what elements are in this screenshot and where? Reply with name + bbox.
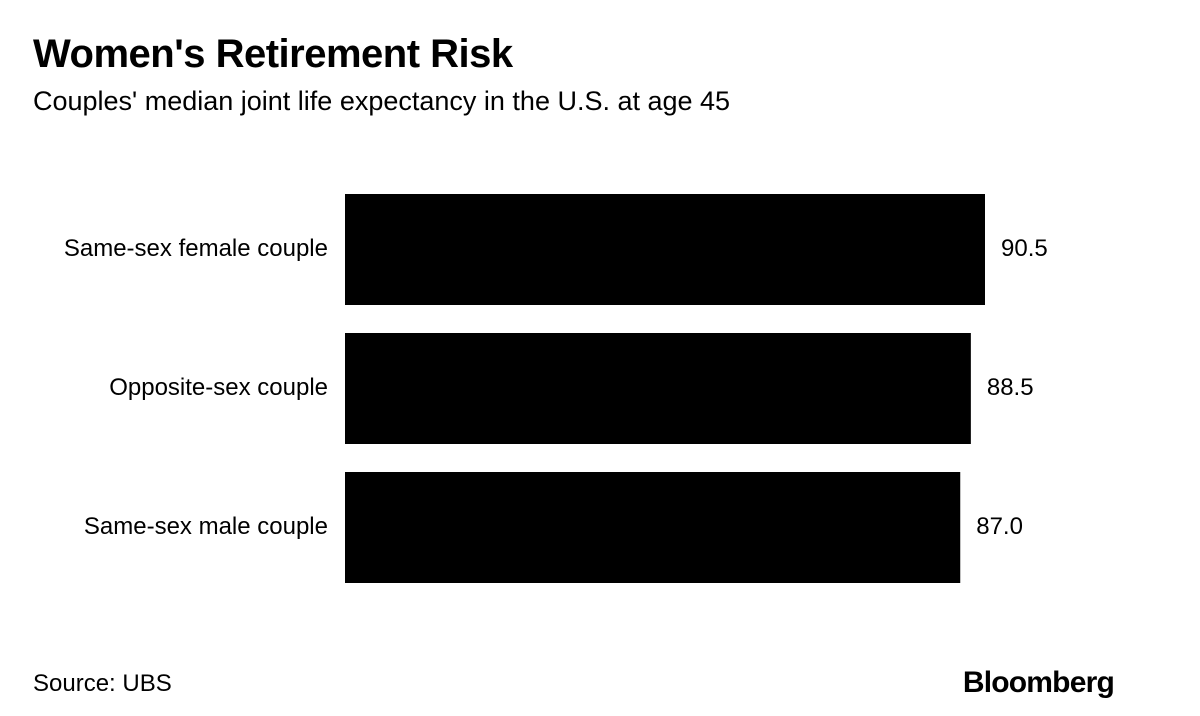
chart-subtitle: Couples' median joint life expectancy in… [33, 86, 731, 116]
category-label: Opposite-sex couple [109, 374, 328, 401]
bar [345, 472, 961, 583]
chart-title: Women's Retirement Risk [33, 32, 513, 76]
bar [345, 333, 971, 444]
value-label: 90.5 [1001, 235, 1048, 262]
bar [345, 194, 985, 305]
category-label: Same-sex female couple [64, 235, 328, 262]
bloomberg-logo: Bloomberg [962, 666, 1115, 699]
source-note: Source: UBS [33, 670, 172, 697]
category-label: Same-sex male couple [84, 513, 328, 540]
value-label: 88.5 [987, 374, 1034, 401]
value-label: 87.0 [976, 513, 1023, 540]
